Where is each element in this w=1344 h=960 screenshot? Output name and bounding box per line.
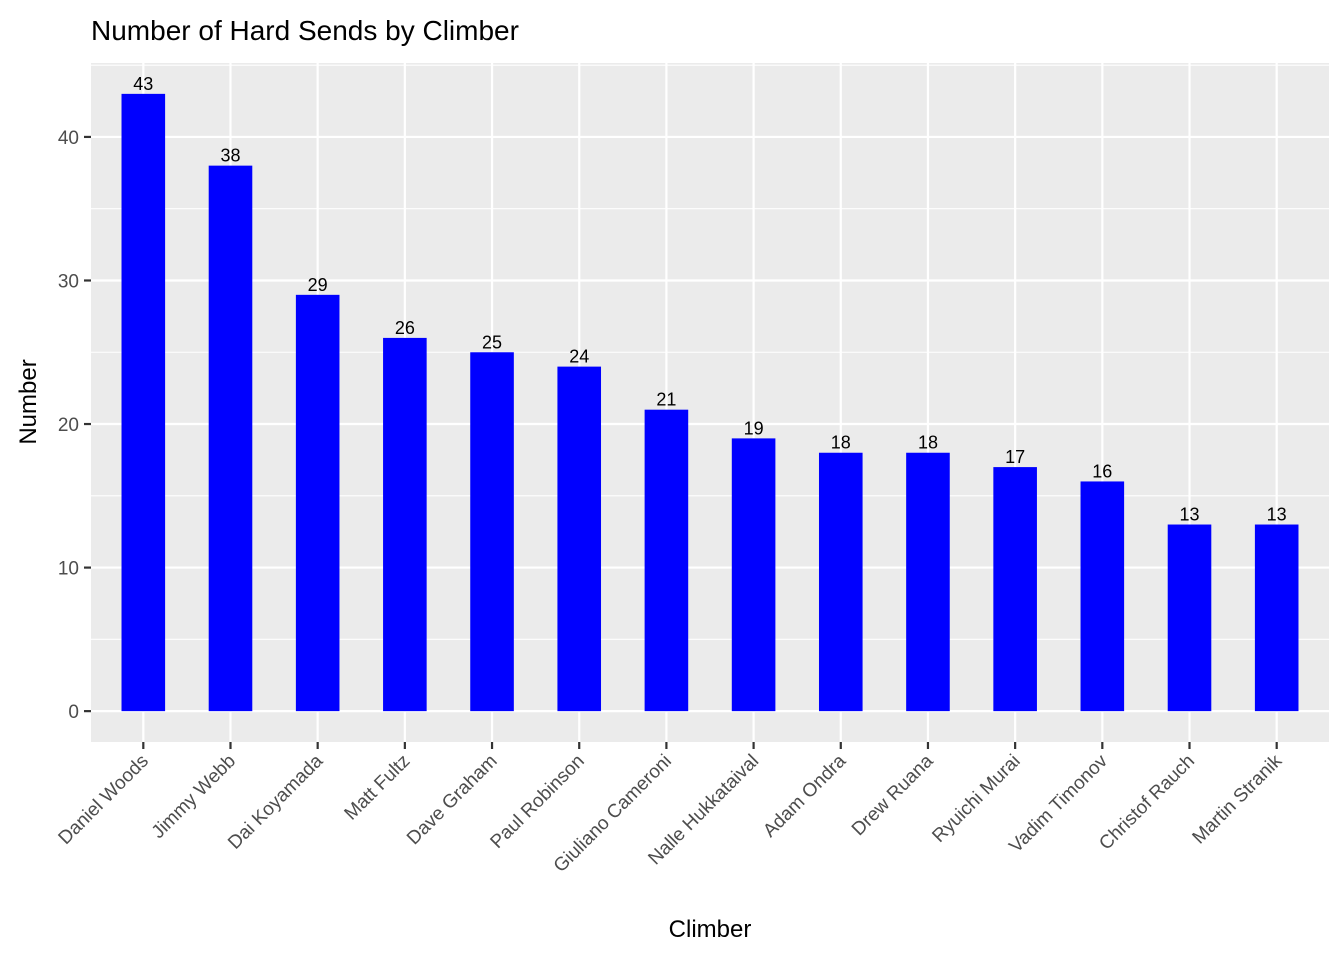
bars: [121, 93, 1299, 712]
bar: [644, 409, 689, 712]
bar: [295, 294, 340, 712]
x-tick-label: Martin Stranik: [1189, 750, 1287, 848]
bar: [208, 165, 253, 712]
bar-value-label: 18: [831, 433, 851, 453]
y-tick-label: 40: [58, 128, 79, 149]
x-tick-label: Ryuichi Murai: [928, 751, 1024, 847]
x-tick-label: Dai Koyamada: [224, 750, 327, 853]
bar: [906, 452, 950, 712]
bar-value-label: 43: [133, 74, 153, 94]
bar-value-label: 26: [395, 318, 415, 338]
bar-value-label: 17: [1005, 447, 1025, 467]
bar-value-label: 18: [918, 433, 938, 453]
chart-title: Number of Hard Sends by Climber: [91, 15, 519, 46]
y-tick-label: 20: [58, 415, 79, 436]
x-tick-label: Matt Fultz: [341, 751, 415, 825]
x-tick-label: Jimmy Webb: [148, 751, 240, 843]
bar: [993, 467, 1037, 712]
bar: [1080, 481, 1125, 712]
x-tick-label: Drew Ruana: [848, 750, 938, 840]
bar-value-label: 19: [744, 418, 764, 438]
x-tick-label: Daniel Woods: [55, 751, 153, 849]
bar: [557, 366, 602, 712]
bar: [383, 337, 427, 712]
x-tick-label: Dave Graham: [403, 751, 501, 849]
x-axis-title: Climber: [669, 916, 752, 943]
bar-value-label: 21: [656, 390, 676, 410]
bar-value-label: 29: [308, 275, 328, 295]
bar-value-label: 13: [1267, 505, 1287, 525]
x-tick-label: Adam Ondra: [759, 750, 850, 841]
bar-value-label: 24: [569, 347, 589, 367]
bar: [121, 93, 166, 712]
bar-value-label: 16: [1092, 461, 1112, 481]
y-axis: 0 10 20 30 40: [58, 128, 91, 723]
bar: [470, 352, 514, 712]
bar: [1254, 524, 1299, 712]
bar-value-label: 13: [1179, 505, 1199, 525]
y-tick-label: 30: [58, 271, 79, 292]
plot-panel: [91, 63, 1329, 742]
y-tick-label: 10: [58, 559, 79, 580]
bar: [818, 452, 863, 712]
bar: [1167, 524, 1212, 712]
y-axis-title: Number: [15, 359, 42, 444]
y-tick-label: 0: [68, 702, 79, 723]
bar: [731, 438, 776, 712]
bar-value-label: 25: [482, 332, 502, 352]
bar-value-label: 38: [220, 146, 240, 166]
data-labels: 43 38 29 26 25 24 21 19 18 18 17 16 13 13: [133, 74, 1286, 525]
